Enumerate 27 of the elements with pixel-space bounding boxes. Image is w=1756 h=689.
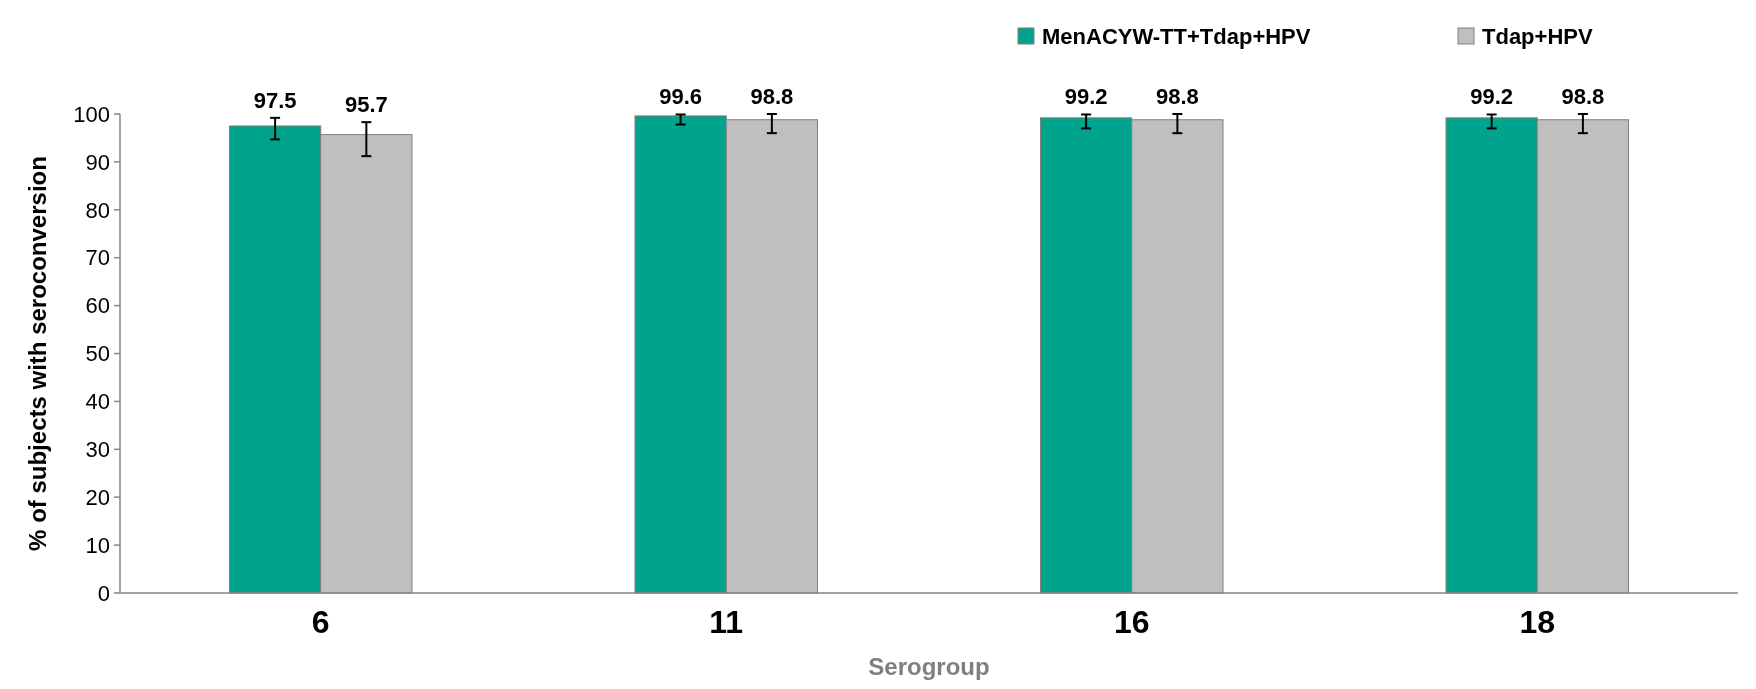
data-label: 99.2: [1470, 84, 1514, 110]
y-tick-label: 80: [85, 197, 110, 223]
y-tick-label: 50: [85, 341, 110, 367]
y-axis-title: % of subjects with seroconversion: [24, 156, 51, 551]
y-tick-label: 20: [85, 484, 110, 510]
data-label: 99.2: [1064, 84, 1108, 110]
y-tick-label: 30: [85, 437, 110, 462]
y-tick-label: 70: [85, 245, 110, 271]
data-label: 99.6: [659, 84, 703, 110]
data-label: 95.7: [344, 92, 388, 118]
y-tick-label: 40: [85, 389, 110, 415]
y-tick-label: 60: [85, 293, 110, 319]
x-axis-title: Serogroup: [868, 653, 990, 680]
x-tick-label: 11: [709, 604, 744, 640]
x-tick-label: 6: [311, 604, 330, 640]
data-label: 98.8: [750, 84, 794, 109]
y-tick-label: 100: [73, 101, 110, 127]
y-tick-label: 90: [85, 149, 110, 175]
legend-label: MenACYW-TT+Tdap+HPV: [1042, 23, 1311, 49]
y-tick-label: 0: [97, 580, 110, 606]
y-tick-label: 10: [85, 532, 110, 558]
x-tick-label: 18: [1519, 604, 1556, 640]
legend-label: Tdap+HPV: [1482, 23, 1593, 49]
x-tick-label: 16: [1113, 604, 1150, 640]
data-label: 98.8: [1155, 84, 1199, 109]
data-label: 97.5: [253, 87, 297, 113]
data-label: 98.8: [1561, 84, 1605, 109]
